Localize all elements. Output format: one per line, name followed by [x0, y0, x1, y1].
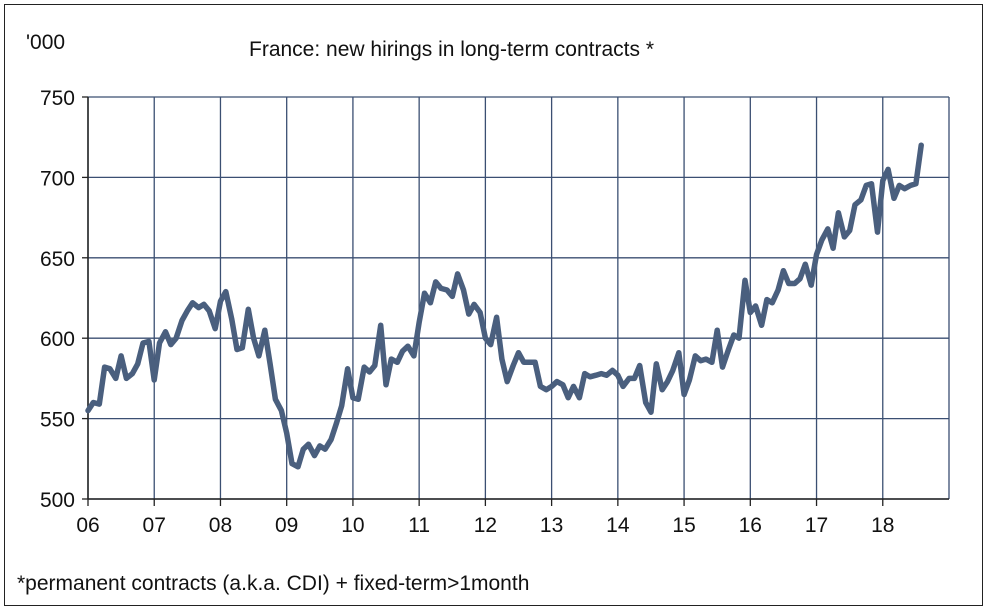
plot-area — [85, 142, 924, 470]
y-tick-label: 500 — [40, 489, 75, 512]
y-axis-ticks: 500 550 600 650 700 750 — [40, 87, 88, 512]
line-chart: 500 550 600 650 700 750 06 07 08 09 10 11 12 13 14 15 1… — [17, 31, 950, 595]
x-tick-label: 14 — [606, 514, 630, 537]
y-tick-label: 750 — [40, 87, 75, 110]
x-tick-label: 15 — [672, 514, 695, 537]
chart-footnote: *permanent contracts (a.k.a. CDI) + fixe… — [17, 572, 529, 595]
series-line-new-hirings — [85, 142, 924, 470]
x-tick-label: 07 — [143, 514, 166, 537]
x-tick-label: 13 — [540, 514, 563, 537]
x-tick-label: 12 — [474, 514, 497, 537]
x-tick-label: 18 — [871, 514, 894, 537]
y-tick-label: 700 — [40, 167, 75, 190]
x-tick-label: 11 — [408, 514, 430, 537]
y-tick-label: 600 — [40, 328, 75, 351]
y-axis-unit-label: '000 — [26, 31, 65, 54]
x-tick-label: 06 — [76, 514, 99, 537]
x-axis-ticks: 06 07 08 09 10 11 12 13 14 15 16 17 18 — [76, 499, 894, 537]
y-tick-label: 550 — [40, 409, 75, 432]
chart-title: France: new hirings in long-term contrac… — [249, 38, 654, 61]
x-tick-label: 09 — [275, 514, 298, 537]
x-tick-label: 10 — [341, 514, 364, 537]
x-tick-label: 17 — [805, 514, 828, 537]
x-tick-label: 08 — [209, 514, 232, 537]
x-tick-label: 16 — [739, 514, 762, 537]
chart-frame: 500 550 600 650 700 750 06 07 08 09 10 11 12 13 14 15 1… — [4, 4, 983, 606]
grid-lines — [87, 96, 950, 500]
y-tick-label: 650 — [40, 248, 75, 271]
